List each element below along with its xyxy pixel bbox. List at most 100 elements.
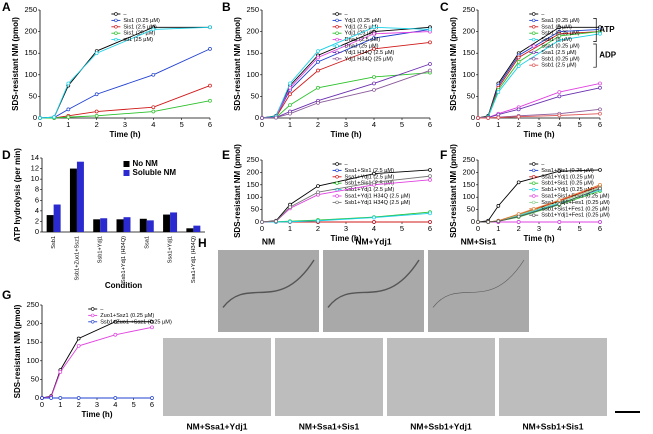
data-point [516, 114, 521, 119]
data-point [316, 68, 320, 73]
bracket [593, 18, 597, 42]
x-tick-label: 6 [428, 120, 432, 129]
data-point [428, 174, 432, 178]
micrograph [499, 338, 607, 416]
y-tick-label: 100 [24, 70, 37, 79]
micrograph-label: NM+Ssb1+Sis1 [523, 421, 584, 431]
legend-marker [90, 320, 95, 324]
x-tick-label: 5 [132, 400, 136, 409]
data-point [274, 115, 278, 120]
legend-marker [532, 12, 536, 16]
bar [170, 212, 178, 232]
legend-label: Ssb1+Ydj1 (0.25 µM) [541, 187, 594, 193]
x-tick-label: Ssb1+Ydj1 [98, 236, 104, 263]
data-point [372, 36, 376, 40]
x-tick-label: 4 [557, 224, 561, 233]
data-point [372, 220, 376, 224]
legend-marker [532, 200, 536, 205]
legend-marker [532, 162, 536, 166]
legend-marker [532, 37, 536, 42]
y-axis-label: SDS-resistant NM (pmol) [233, 144, 242, 238]
data-point [516, 180, 521, 185]
x-tick-label: 0 [260, 224, 264, 233]
legend-label: sti1 (25 µM) [123, 37, 153, 43]
data-point [208, 83, 212, 88]
series-line [477, 26, 600, 119]
series-line [40, 100, 211, 119]
data-point [557, 113, 562, 118]
legend-label: Ssb1 (5 µM) [541, 37, 572, 43]
x-tick-label: Ssa1 [144, 236, 150, 249]
x-tick-label: 0 [40, 400, 44, 409]
fibril [327, 259, 420, 308]
y-tick-label: 50 [467, 91, 475, 100]
x-tick-label: Ssb1+Zuo1+Ssz1 [74, 236, 80, 280]
legend-label: DnaJ (2.5 µM) [345, 37, 381, 43]
legend-label: Sis1 (25 µM) [123, 31, 155, 37]
data-point [557, 34, 562, 38]
legend-label: Ssa1+Sis1 (2.5 µM) [345, 168, 395, 174]
data-point [557, 38, 562, 43]
series-line [262, 212, 431, 223]
panel-letter: F [440, 148, 447, 162]
data-point [372, 81, 376, 86]
data-point [372, 31, 376, 36]
legend-label: Ssb1+Ydj1 H34Q (2.5 µM) [345, 200, 411, 206]
legend-label: Ssa1 (0.25 µM) [541, 43, 579, 49]
x-tick-label: 6 [428, 224, 432, 233]
x-tick-label: 5 [578, 224, 582, 233]
data-point [557, 198, 562, 203]
legend-marker [335, 200, 339, 205]
data-point [476, 116, 480, 120]
legend-marker [532, 207, 536, 211]
legend-marker [335, 25, 339, 29]
data-point [372, 25, 376, 30]
data-point [557, 220, 562, 224]
x-axis-label: Time (h) [524, 234, 555, 243]
data-point [94, 113, 99, 118]
panel-letter: G [2, 288, 11, 302]
x-tick-label: 5 [400, 120, 404, 129]
y-tick-label: 0 [35, 393, 39, 402]
x-tick-label: 6 [150, 400, 154, 409]
legend-label: Ssa1+Ydj1 H34Q (2.5 µM) [345, 193, 411, 199]
x-tick-label: Ssa1+Ydj1 [168, 236, 174, 263]
legend-marker [335, 50, 339, 55]
legend-marker [335, 175, 339, 179]
legend-marker [335, 44, 339, 48]
y-tick-label: 0 [33, 113, 37, 122]
legend-marker [114, 37, 118, 42]
micrograph-label: NM+Ydj1 [355, 236, 391, 246]
x-tick-label: 5 [578, 120, 582, 129]
micrograph [323, 250, 424, 332]
series-line [477, 31, 601, 119]
x-axis-label: Time (h) [110, 130, 141, 139]
legend-label: Ssb1+Sis1 (2.5 µM) [345, 181, 395, 187]
y-tick-label: 0 [35, 227, 39, 236]
legend-marker [335, 168, 339, 173]
legend-label: Ydj1 (25 µM) [345, 31, 377, 37]
x-tick-label: 1 [288, 120, 292, 129]
legend-marker [532, 168, 536, 173]
legend-label: – [123, 11, 127, 17]
data-point [66, 115, 71, 119]
y-axis-label: SDS-resistant NM (pmol) [233, 17, 242, 111]
legend-marker [532, 44, 536, 48]
x-tick-label: 4 [151, 120, 155, 129]
y-axis-label: ATP hydrolysis (per min) [13, 148, 22, 242]
legend-marker [114, 12, 118, 16]
data-point [516, 220, 521, 224]
legend-marker [335, 37, 339, 42]
x-tick-label: 0 [260, 120, 264, 129]
x-axis-label: Time (h) [331, 234, 362, 243]
x-axis-label: Time (h) [82, 410, 113, 419]
data-point [52, 115, 57, 119]
legend-label: – [100, 306, 104, 312]
y-tick-label: 200 [246, 27, 259, 36]
legend-marker [335, 57, 339, 61]
data-point [151, 27, 156, 32]
series-line [41, 326, 153, 399]
series-line [477, 31, 601, 119]
data-point [557, 94, 562, 99]
data-point [428, 27, 432, 32]
